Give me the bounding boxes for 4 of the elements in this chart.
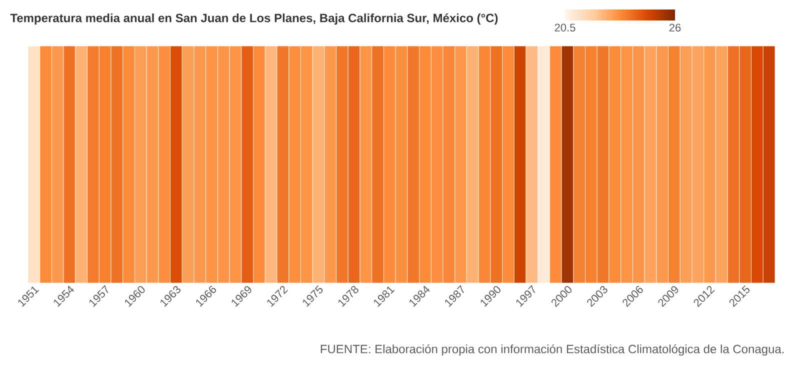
source-note: FUENTE: Elaboración propia con información Estadística Climatológica de la Conagua. bbox=[320, 344, 784, 356]
chart-title: Temperatura media anual en San Juan de Los Planes, Baja California Sur, México (°C) bbox=[10, 13, 498, 25]
color-bar-label: 20.5 bbox=[554, 24, 576, 32]
color-bar-label: 26 bbox=[669, 24, 681, 32]
